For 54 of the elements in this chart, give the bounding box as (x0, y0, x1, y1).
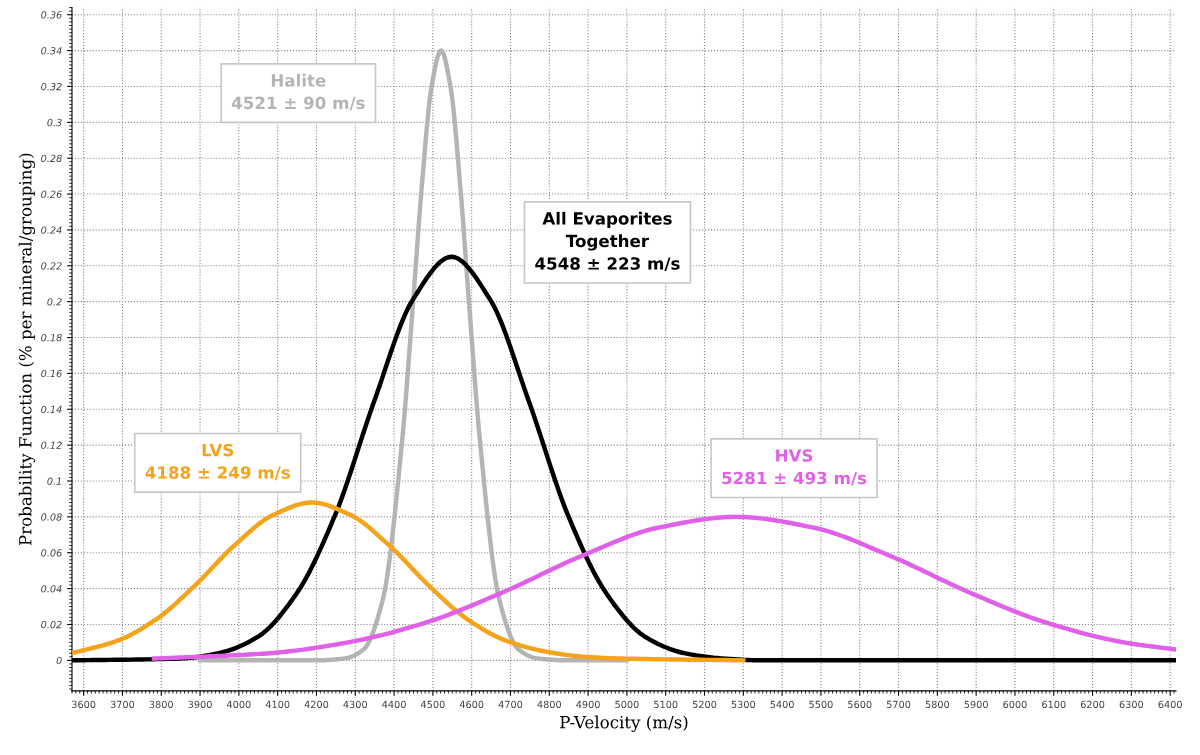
y-tick-label: 0.04 (41, 585, 62, 593)
y-axis-title: Probability Function (% per mineral/grouping) (18, 153, 36, 546)
x-tick-label: 6400 (1158, 700, 1182, 709)
x-tick-label: 4800 (537, 700, 562, 709)
x-axis-title: P-Velocity (m/s) (560, 715, 688, 732)
y-tick-label: 0 (56, 656, 62, 665)
x-tick-label: 4900 (576, 700, 600, 709)
y-tick-label: 0.36 (41, 11, 62, 19)
x-tick-label: 4600 (459, 700, 484, 709)
x-tick-label: 5100 (654, 700, 678, 709)
x-tick-label: 5700 (886, 700, 911, 709)
x-tick-label: 6100 (1042, 700, 1066, 709)
y-tick-label: 0.06 (41, 549, 62, 557)
y-tick-label: 0.28 (41, 154, 62, 163)
series-label: HVS 5281 ± 493 m/s (722, 449, 867, 486)
x-tick-label: 5300 (731, 700, 756, 709)
x-tick-label: 5000 (615, 700, 639, 709)
y-tick-label: 0.08 (41, 513, 62, 521)
y-tick-label: 0.22 (41, 262, 62, 270)
y-tick-label: 0.24 (41, 226, 62, 234)
y-tick-label: 0.26 (41, 190, 62, 198)
x-tick-label: 5200 (692, 700, 717, 709)
y-tick-label: 0.12 (41, 441, 62, 449)
x-tick-label: 4200 (304, 700, 329, 709)
x-tick-label: 5400 (770, 700, 794, 709)
x-tick-label: 3600 (72, 700, 96, 709)
y-tick-label: 0.1 (47, 477, 61, 485)
text: Halite 4521 ± 90 m/s (231, 73, 365, 111)
x-tick-label: 4100 (265, 700, 290, 709)
y-tick-label: 0.32 (41, 82, 62, 91)
x-tick-label: 6300 (1119, 700, 1144, 709)
x-tick-label: 3700 (110, 700, 135, 709)
x-tick-label: 6200 (1080, 700, 1105, 709)
x-tick-label: 3800 (149, 700, 173, 709)
series-label: LVS 4188 ± 249 m/s (145, 443, 290, 481)
y-tick-label: 0.16 (41, 369, 62, 378)
y-tick-label: 0.2 (47, 298, 62, 306)
x-tick-label: 5500 (809, 700, 833, 709)
x-tick-label: 6000 (1003, 700, 1027, 709)
x-tick-label: 4300 (343, 700, 367, 709)
x-tick-label: 3900 (188, 700, 212, 709)
y-tick-label: 0.14 (41, 405, 62, 414)
x-tick-label: 4000 (226, 700, 251, 709)
x-tick-label: 5600 (848, 700, 872, 709)
x-tick-label: 5800 (925, 700, 950, 709)
x-tick-label: 4400 (382, 700, 406, 709)
x-tick-label: 4500 (420, 700, 445, 709)
y-tick-label: 0.34 (41, 47, 62, 55)
text: All Evaporites Together 4548 ± 223 m/s (535, 211, 680, 272)
y-tick-label: 0.3 (47, 118, 62, 127)
x-tick-label: 4700 (498, 700, 523, 709)
x-tick-label: 5900 (964, 700, 988, 709)
y-tick-label: 0.18 (41, 334, 62, 342)
y-tick-label: 0.02 (41, 620, 62, 629)
